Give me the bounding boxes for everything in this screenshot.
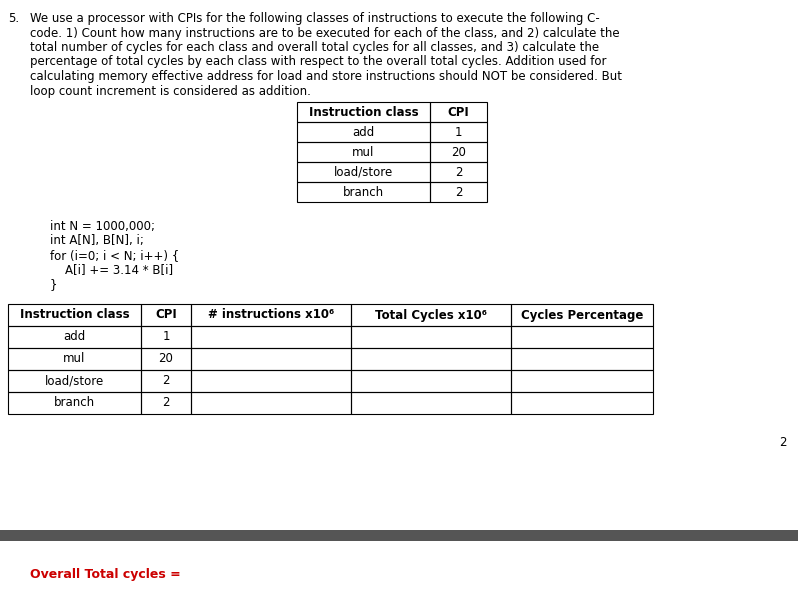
Text: 2: 2 — [162, 374, 170, 387]
Text: code. 1) Count how many instructions are to be executed for each of the class, a: code. 1) Count how many instructions are… — [30, 27, 619, 39]
Text: add: add — [63, 330, 85, 344]
Text: for (i=0; i < N; i++) {: for (i=0; i < N; i++) { — [50, 249, 180, 262]
Text: CPI: CPI — [155, 309, 177, 321]
Text: }: } — [50, 278, 57, 291]
Text: mul: mul — [63, 353, 85, 365]
Text: percentage of total cycles by each class with respect to the overall total cycle: percentage of total cycles by each class… — [30, 56, 606, 68]
Text: branch: branch — [343, 186, 384, 198]
Text: 2: 2 — [780, 436, 787, 449]
Text: CPI: CPI — [448, 105, 469, 119]
Text: 20: 20 — [159, 353, 173, 365]
Text: Overall Total cycles =: Overall Total cycles = — [30, 568, 181, 581]
Text: Cycles Percentage: Cycles Percentage — [521, 309, 643, 321]
Text: load/store: load/store — [334, 166, 393, 178]
Text: Total Cycles x10⁶: Total Cycles x10⁶ — [375, 309, 487, 321]
Text: Instruction class: Instruction class — [309, 105, 418, 119]
Text: 2: 2 — [162, 396, 170, 410]
Text: 1: 1 — [162, 330, 170, 344]
Text: mul: mul — [352, 145, 375, 159]
Text: loop count increment is considered as addition.: loop count increment is considered as ad… — [30, 85, 311, 97]
Text: 2: 2 — [455, 166, 462, 178]
Text: calculating memory effective address for load and store instructions should NOT : calculating memory effective address for… — [30, 70, 622, 83]
Text: 5.: 5. — [8, 12, 19, 25]
Text: 20: 20 — [451, 145, 466, 159]
Text: load/store: load/store — [45, 374, 104, 387]
Text: A[i] += 3.14 * B[i]: A[i] += 3.14 * B[i] — [50, 264, 173, 276]
Text: Instruction class: Instruction class — [20, 309, 129, 321]
Text: add: add — [353, 125, 374, 139]
Text: We use a processor with CPIs for the following classes of instructions to execut: We use a processor with CPIs for the fol… — [30, 12, 600, 25]
Text: total number of cycles for each class and overall total cycles for all classes, : total number of cycles for each class an… — [30, 41, 599, 54]
Text: int N = 1000,000;: int N = 1000,000; — [50, 220, 155, 233]
Text: 2: 2 — [455, 186, 462, 198]
Text: # instructions x10⁶: # instructions x10⁶ — [207, 309, 334, 321]
Text: branch: branch — [54, 396, 95, 410]
Text: 1: 1 — [455, 125, 462, 139]
Text: int A[N], B[N], i;: int A[N], B[N], i; — [50, 235, 144, 247]
